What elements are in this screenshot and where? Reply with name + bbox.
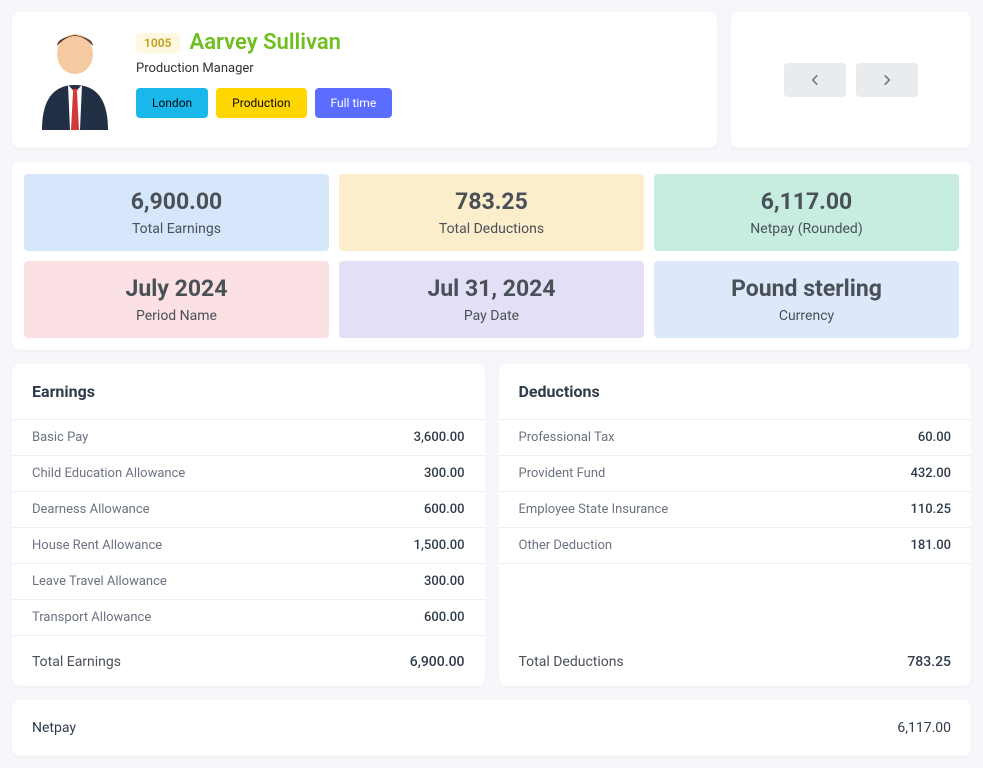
stat-total-deductions: 783.25 Total Deductions [339,174,644,251]
table-row: Dearness Allowance 600.00 [12,492,485,528]
stat-label: Period Name [32,308,321,324]
row-value: 60.00 [918,430,951,445]
earnings-card: Earnings Basic Pay 3,600.00 Child Educat… [12,364,485,686]
prev-button[interactable] [784,63,846,97]
row-label: Dearness Allowance [32,502,150,517]
earnings-total: Total Earnings 6,900.00 [12,638,485,686]
row-label: Leave Travel Allowance [32,574,167,589]
deductions-card: Deductions Professional Tax 60.00 Provid… [499,364,972,686]
total-value: 783.25 [907,654,951,670]
row-value: 1,500.00 [414,538,465,553]
tag-location[interactable]: London [136,88,208,118]
employee-profile-card: 1005 Aarvey Sullivan Production Manager … [12,12,717,148]
table-row: Employee State Insurance 110.25 [499,492,972,528]
employee-role: Production Manager [136,61,697,76]
earnings-title: Earnings [32,382,465,401]
stat-label: Currency [662,308,951,324]
chevron-right-icon [880,73,894,87]
stat-value: 6,117.00 [662,188,951,215]
tag-employment-type[interactable]: Full time [315,88,393,118]
row-value: 600.00 [424,502,465,517]
row-value: 432.00 [910,466,951,481]
earnings-list: Basic Pay 3,600.00 Child Education Allow… [12,420,485,638]
employee-name: Aarvey Sullivan [190,30,341,55]
row-label: Provident Fund [519,466,606,481]
row-value: 110.25 [910,502,951,517]
row-label: Basic Pay [32,430,88,445]
employee-id-badge: 1005 [136,33,180,53]
row-value: 181.00 [910,538,951,553]
stat-label: Pay Date [347,308,636,324]
table-row: Transport Allowance 600.00 [12,600,485,636]
table-row: Other Deduction 181.00 [499,528,972,564]
stat-value: 783.25 [347,188,636,215]
tag-department[interactable]: Production [216,88,306,118]
row-label: Professional Tax [519,430,615,445]
table-row: Basic Pay 3,600.00 [12,420,485,456]
avatar [32,30,118,130]
total-value: 6,900.00 [410,654,465,670]
table-row: House Rent Allowance 1,500.00 [12,528,485,564]
netpay-value: 6,117.00 [897,720,951,736]
row-value: 3,600.00 [414,430,465,445]
stat-total-earnings: 6,900.00 Total Earnings [24,174,329,251]
chevron-left-icon [808,73,822,87]
table-row: Leave Travel Allowance 300.00 [12,564,485,600]
netpay-card: Netpay 6,117.00 [12,700,971,756]
table-row: Provident Fund 432.00 [499,456,972,492]
row-value: 600.00 [424,610,465,625]
netpay-label: Netpay [32,720,76,736]
stat-value: July 2024 [32,275,321,302]
next-button[interactable] [856,63,918,97]
stat-label: Total Earnings [32,221,321,237]
stat-label: Netpay (Rounded) [662,221,951,237]
row-label: Child Education Allowance [32,466,185,481]
row-label: Transport Allowance [32,610,151,625]
row-label: Other Deduction [519,538,613,553]
table-row: Professional Tax 60.00 [499,420,972,456]
table-row: Child Education Allowance 300.00 [12,456,485,492]
row-value: 300.00 [424,574,465,589]
stat-value: Pound sterling [662,275,951,302]
deductions-list: Professional Tax 60.00 Provident Fund 43… [499,420,972,638]
period-nav-card [731,12,971,148]
stat-value: 6,900.00 [32,188,321,215]
stat-value: Jul 31, 2024 [347,275,636,302]
stat-pay-date: Jul 31, 2024 Pay Date [339,261,644,338]
deductions-total: Total Deductions 783.25 [499,638,972,686]
stat-label: Total Deductions [347,221,636,237]
deductions-title: Deductions [519,382,952,401]
payroll-summary-card: 6,900.00 Total Earnings 783.25 Total Ded… [12,162,971,350]
row-label: House Rent Allowance [32,538,162,553]
row-value: 300.00 [424,466,465,481]
total-label: Total Earnings [32,654,121,670]
total-label: Total Deductions [519,654,624,670]
stat-currency: Pound sterling Currency [654,261,959,338]
stat-period: July 2024 Period Name [24,261,329,338]
stat-netpay-rounded: 6,117.00 Netpay (Rounded) [654,174,959,251]
row-label: Employee State Insurance [519,502,669,517]
